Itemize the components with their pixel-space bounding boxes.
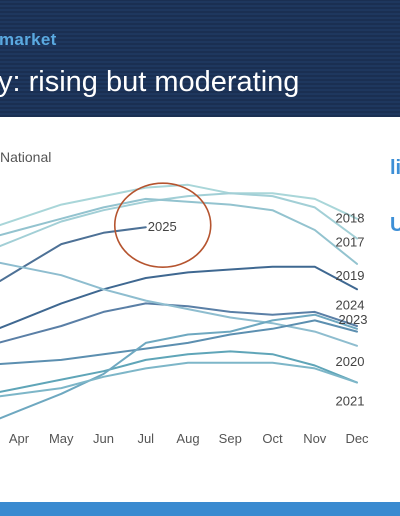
series-line-unlabeled-8 <box>0 319 358 365</box>
header-band: market y: rising but moderating <box>0 0 400 117</box>
series-label-2021: 2021 <box>336 393 365 408</box>
x-tick-dec: Dec <box>345 431 369 446</box>
series-line-unlabeled-9 <box>0 313 358 420</box>
series-label-2020: 2020 <box>336 354 365 369</box>
annotation-circle <box>113 182 212 268</box>
series-line-2017 <box>0 192 358 248</box>
series-line-unlabeled-10 <box>0 361 358 398</box>
x-tick-jul: Jul <box>137 431 154 446</box>
x-tick-oct: Oct <box>262 431 283 446</box>
x-tick-jun: Jun <box>93 431 114 446</box>
chart-card: National 2018 2017 2019 2024 2023 2020 2021 202… <box>0 117 400 502</box>
x-tick-nov: Nov <box>303 431 327 446</box>
series-label-2019: 2019 <box>336 268 365 283</box>
x-tick-apr: Apr <box>9 431 30 446</box>
chart-subtitle: National <box>0 149 52 165</box>
series-label-2024: 2024 <box>336 297 365 312</box>
section-label: market <box>0 30 57 49</box>
side-text-2: U <box>390 214 400 236</box>
series-label-2018: 2018 <box>336 211 365 226</box>
page-title: y: rising but moderating <box>0 66 300 98</box>
x-tick-sep: Sep <box>219 431 242 446</box>
annotation-label: 2025 <box>148 219 177 234</box>
series-line-2018 <box>0 183 358 227</box>
series-label-2017: 2017 <box>336 234 365 249</box>
x-tick-may: May <box>49 431 74 446</box>
x-tick-aug: Aug <box>176 431 199 446</box>
series-label-2023: 2023 <box>339 312 368 327</box>
footer-bar <box>0 502 400 516</box>
side-text-1: li <box>390 157 400 179</box>
series-line-2019 <box>0 197 358 265</box>
series-line-2021 <box>0 350 358 393</box>
series-line-2020 <box>0 261 358 347</box>
series-line-2025 <box>0 226 147 282</box>
series-line-2024 <box>0 265 358 329</box>
